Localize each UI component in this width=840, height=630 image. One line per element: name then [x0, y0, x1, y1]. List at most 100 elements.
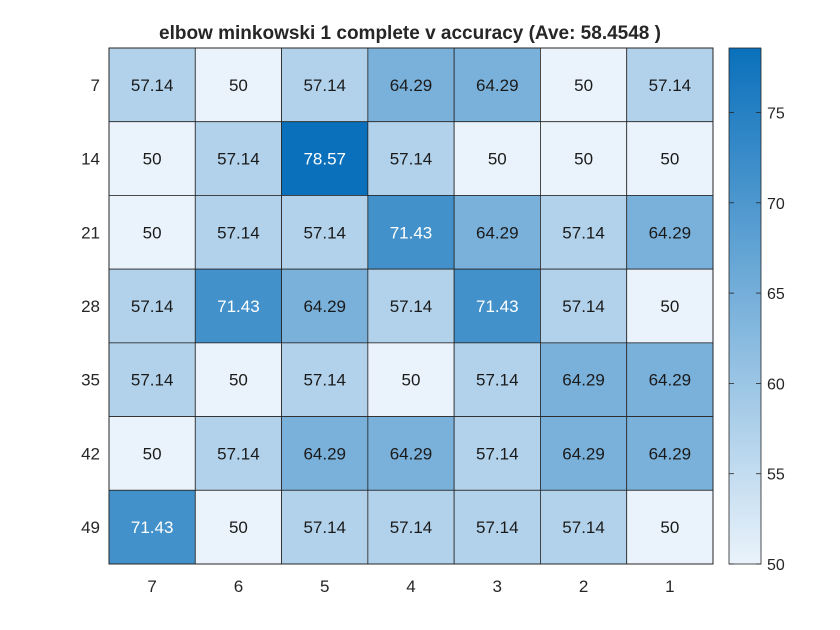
- colorbar-tick-label: 55: [767, 467, 785, 484]
- y-tick-label: 7: [91, 76, 100, 95]
- y-axis-ticks: 7 14 21 28 35 42 49: [81, 76, 100, 537]
- cell-value-label: 71.43: [131, 518, 174, 537]
- cell-value-label: 50: [574, 150, 593, 169]
- cell-value-label: 64.29: [303, 297, 346, 316]
- heatmap-cell: [626, 195, 714, 270]
- y-tick-label: 35: [81, 371, 100, 390]
- y-tick-label: 28: [81, 297, 100, 316]
- cell-value-label: 64.29: [390, 76, 433, 95]
- cell-value-label: 57.14: [649, 76, 692, 95]
- colorbar-tick-label: 60: [767, 376, 785, 393]
- heatmap-cell: [367, 416, 455, 491]
- heatmap-cell: [540, 195, 628, 270]
- cell-value-label: 50: [660, 518, 679, 537]
- colorbar-tick-label: 65: [767, 286, 785, 303]
- heatmap-cell: [626, 342, 714, 417]
- heatmap-cell: [367, 489, 455, 565]
- cell-value-label: 50: [229, 76, 248, 95]
- heatmap-cell: [540, 268, 628, 344]
- colorbar-tick-label: 75: [767, 105, 785, 122]
- cell-value-label: 57.14: [303, 371, 346, 390]
- heatmap-cell: [281, 342, 369, 417]
- heatmap-cell: [367, 47, 455, 123]
- cell-value-label: 50: [660, 297, 679, 316]
- cell-value-label: 50: [143, 150, 162, 169]
- x-tick-label: 5: [320, 577, 329, 596]
- cell-value-label: 57.14: [303, 76, 346, 95]
- heatmap-cell: [453, 195, 541, 270]
- x-tick-label: 2: [579, 577, 588, 596]
- colorbar-gradient: [728, 47, 762, 565]
- x-tick-label: 7: [147, 577, 156, 596]
- heatmap-cell: [453, 489, 541, 565]
- cell-value-label: 57.14: [131, 297, 174, 316]
- cell-value-label: 57.14: [131, 371, 174, 390]
- cell-value-label: 57.14: [476, 518, 519, 537]
- cell-value-label: 50: [143, 223, 162, 242]
- cell-value-label: 50: [660, 150, 679, 169]
- cell-value-label: 64.29: [562, 444, 605, 463]
- y-tick-label: 42: [81, 444, 100, 463]
- heatmap-cell: [281, 195, 369, 270]
- cell-value-label: 64.29: [476, 223, 519, 242]
- heatmap-cell: [194, 268, 282, 344]
- cell-value-label: 50: [402, 371, 421, 390]
- heatmap-cell: [108, 268, 196, 344]
- cell-value-label: 57.14: [562, 518, 605, 537]
- heatmap-cell: [626, 416, 714, 491]
- colorbar: 50 55 60 65 70 75: [728, 47, 785, 574]
- cell-value-label: 57.14: [131, 76, 174, 95]
- heatmap-cell: [194, 416, 282, 491]
- cell-value-label: 57.14: [390, 150, 433, 169]
- heatmap-cell: [453, 416, 541, 491]
- cell-value-label: 57.14: [476, 444, 519, 463]
- x-tick-label: 3: [493, 577, 502, 596]
- heatmap-cell: [281, 489, 369, 565]
- heatmap-cell: [626, 121, 714, 196]
- heatmap-cell: [194, 47, 282, 123]
- heatmap-cell: [540, 489, 628, 565]
- cell-value-label: 64.29: [649, 223, 692, 242]
- heatmap-cell: [108, 489, 196, 565]
- heatmap-cell: [367, 195, 455, 270]
- y-tick-label: 21: [81, 223, 100, 242]
- colorbar-tick-label: 50: [767, 557, 785, 574]
- heatmap-cell: [108, 342, 196, 417]
- heatmap-cell: [194, 195, 282, 270]
- heatmap-cell: [626, 489, 714, 565]
- cell-value-label: 64.29: [562, 371, 605, 390]
- cell-value-label: 57.14: [217, 150, 260, 169]
- cell-value-label: 64.29: [303, 444, 346, 463]
- cell-value-label: 57.14: [217, 223, 260, 242]
- cell-value-label: 50: [488, 150, 507, 169]
- colorbar-tick-label: 70: [767, 196, 785, 213]
- cell-value-label: 64.29: [649, 444, 692, 463]
- cell-value-label: 57.14: [562, 297, 605, 316]
- cell-value-label: 50: [229, 371, 248, 390]
- cell-value-label: 64.29: [649, 371, 692, 390]
- heatmap-cell: [626, 268, 714, 344]
- cell-value-label: 50: [574, 76, 593, 95]
- x-tick-label: 6: [234, 577, 243, 596]
- heatmap-cell: [453, 47, 541, 123]
- cell-value-label: 57.14: [476, 371, 519, 390]
- plot-border: [108, 47, 714, 565]
- x-tick-label: 1: [665, 577, 674, 596]
- cell-value-label: 78.57: [303, 150, 346, 169]
- cell-value-label: 50: [143, 444, 162, 463]
- x-axis-ticks: 7 6 5 4 3 2 1: [147, 577, 674, 596]
- cell-value-label: 71.43: [390, 223, 433, 242]
- cell-value-label: 71.43: [476, 297, 519, 316]
- chart-title: elbow minkowski 1 complete v accuracy (A…: [159, 23, 661, 44]
- y-tick-label: 49: [81, 518, 100, 537]
- cell-value-label: 57.14: [303, 223, 346, 242]
- heatmap-cell: [453, 121, 541, 196]
- heatmap-cells: 57.14 50 57.14 64.29 64.29 50 57.14 50 57.14 78.5…: [108, 47, 714, 565]
- cell-value-label: 57.14: [303, 518, 346, 537]
- cell-value-label: 64.29: [390, 444, 433, 463]
- heatmap-cell: [108, 195, 196, 270]
- x-tick-label: 4: [406, 577, 415, 596]
- heatmap-cell: [108, 47, 196, 123]
- cell-value-label: 50: [229, 518, 248, 537]
